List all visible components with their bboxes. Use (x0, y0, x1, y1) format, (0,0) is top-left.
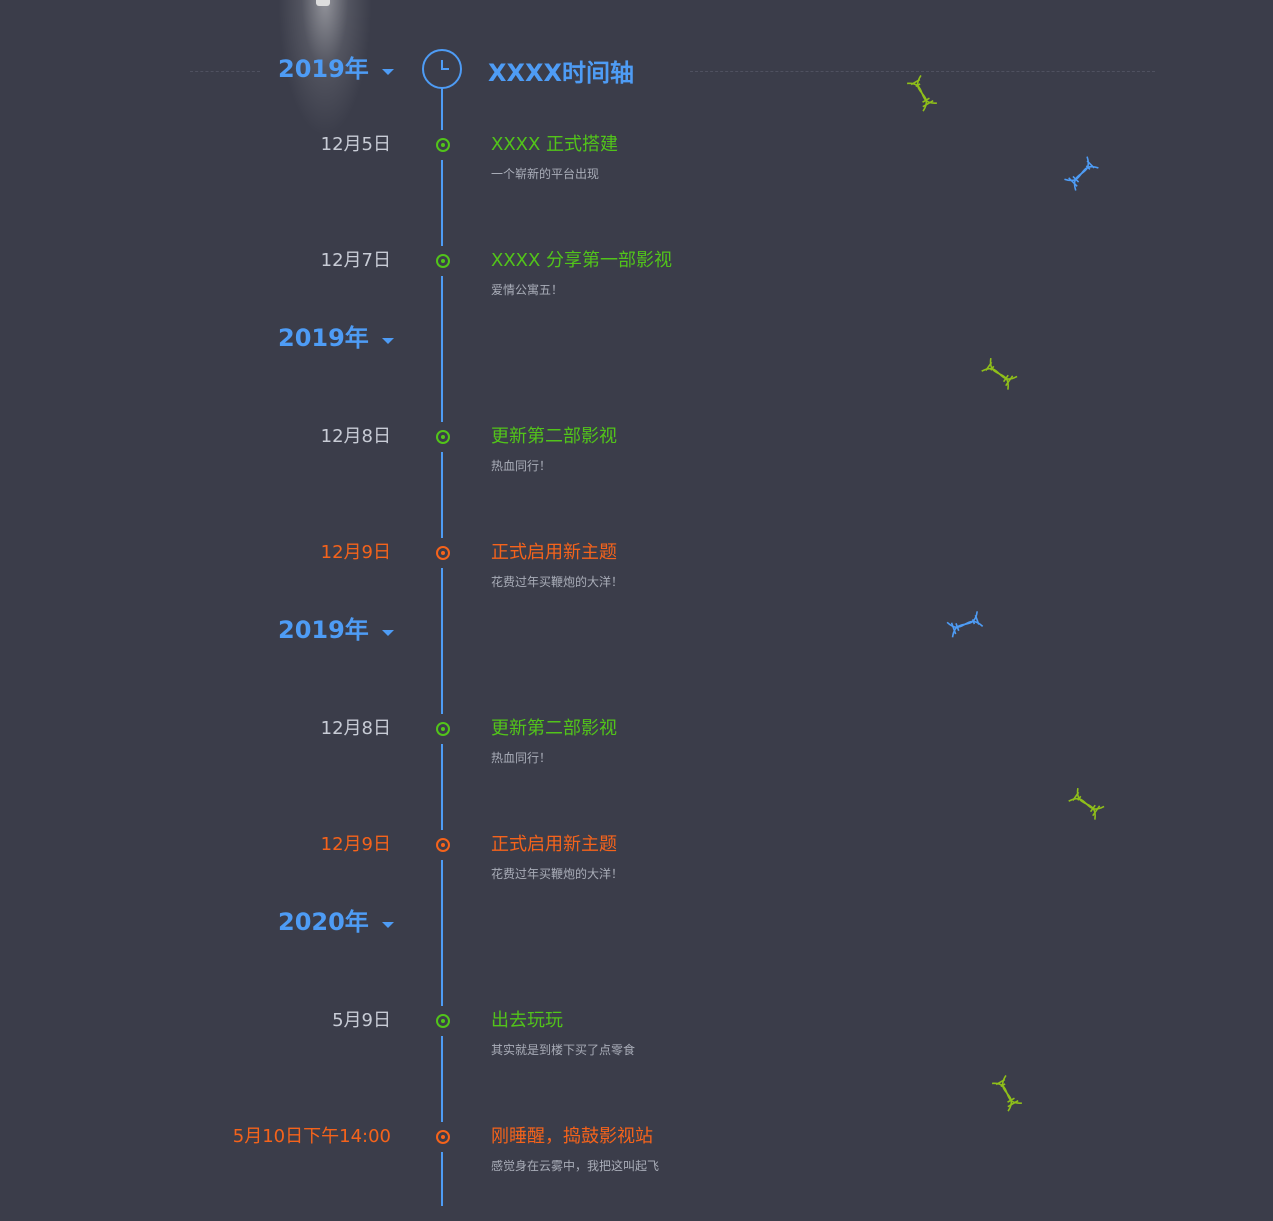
event-description: 热血同行！ (491, 459, 552, 473)
event-marker (433, 538, 453, 568)
caret-down-icon[interactable] (382, 630, 394, 636)
dna-icon (897, 69, 948, 122)
event-description: 花费过年买鞭炮的大洋！ (491, 575, 624, 589)
event-date: 12月8日 (320, 426, 391, 447)
event-title: 正式启用新主题 (491, 834, 617, 855)
event-marker (433, 422, 453, 452)
circle-dot-icon (436, 138, 450, 152)
event-title: XXXX 分享第一部影视 (491, 250, 673, 271)
year-toggle[interactable]: 2019年 (278, 324, 369, 352)
divider (190, 71, 260, 72)
page-title: XXXX时间轴 (488, 59, 635, 87)
event-marker (433, 714, 453, 744)
event-date: 5月10日下午14:00 (232, 1126, 391, 1147)
circle-dot-icon (436, 546, 450, 560)
event-date: 12月5日 (320, 134, 391, 155)
event-description: 感觉身在云雾中，我把这叫起飞 (491, 1159, 660, 1173)
year-toggle[interactable]: 2019年 (278, 616, 369, 644)
event-marker (433, 1122, 453, 1152)
event-description: 爱情公寓五！ (491, 283, 564, 297)
circle-dot-icon (436, 838, 450, 852)
caret-down-icon[interactable] (382, 338, 394, 344)
circle-dot-icon (436, 430, 450, 444)
caret-down-icon[interactable] (382, 922, 394, 928)
event-marker (433, 130, 453, 160)
spotlight (270, 0, 380, 160)
dna-icon (1053, 148, 1107, 202)
clock-icon (422, 49, 462, 89)
dna-icon (974, 349, 1027, 401)
year-toggle[interactable]: 2019年 (278, 55, 369, 83)
event-title: 正式启用新主题 (491, 542, 617, 563)
event-title: 出去玩玩 (491, 1010, 563, 1031)
year-toggle[interactable]: 2020年 (278, 908, 369, 936)
circle-dot-icon (436, 254, 450, 268)
circle-dot-icon (436, 722, 450, 736)
event-date: 12月9日 (320, 834, 391, 855)
event-description: 其实就是到楼下买了点零食 (491, 1043, 636, 1057)
event-title: 更新第二部影视 (491, 426, 617, 447)
event-title: 更新第二部影视 (491, 718, 617, 739)
event-description: 热血同行！ (491, 751, 552, 765)
event-date: 12月8日 (320, 718, 391, 739)
event-title: 刚睡醒，捣鼓影视站 (491, 1126, 653, 1147)
event-marker (433, 246, 453, 276)
dna-icon (1061, 779, 1114, 831)
lamp-icon (316, 0, 330, 6)
dna-icon (982, 1069, 1033, 1122)
event-marker (433, 830, 453, 860)
circle-dot-icon (436, 1014, 450, 1028)
event-description: 花费过年买鞭炮的大洋！ (491, 867, 624, 881)
timeline-axis (441, 88, 443, 1206)
event-description: 一个崭新的平台出现 (491, 167, 600, 181)
event-date: 12月9日 (320, 542, 391, 563)
event-title: XXXX 正式搭建 (491, 134, 619, 155)
event-marker (433, 1006, 453, 1036)
caret-down-icon[interactable] (382, 69, 394, 75)
dna-icon (938, 601, 988, 649)
event-date: 12月7日 (320, 250, 391, 271)
circle-dot-icon (436, 1130, 450, 1144)
event-date: 5月9日 (332, 1010, 391, 1031)
divider (690, 71, 1155, 72)
